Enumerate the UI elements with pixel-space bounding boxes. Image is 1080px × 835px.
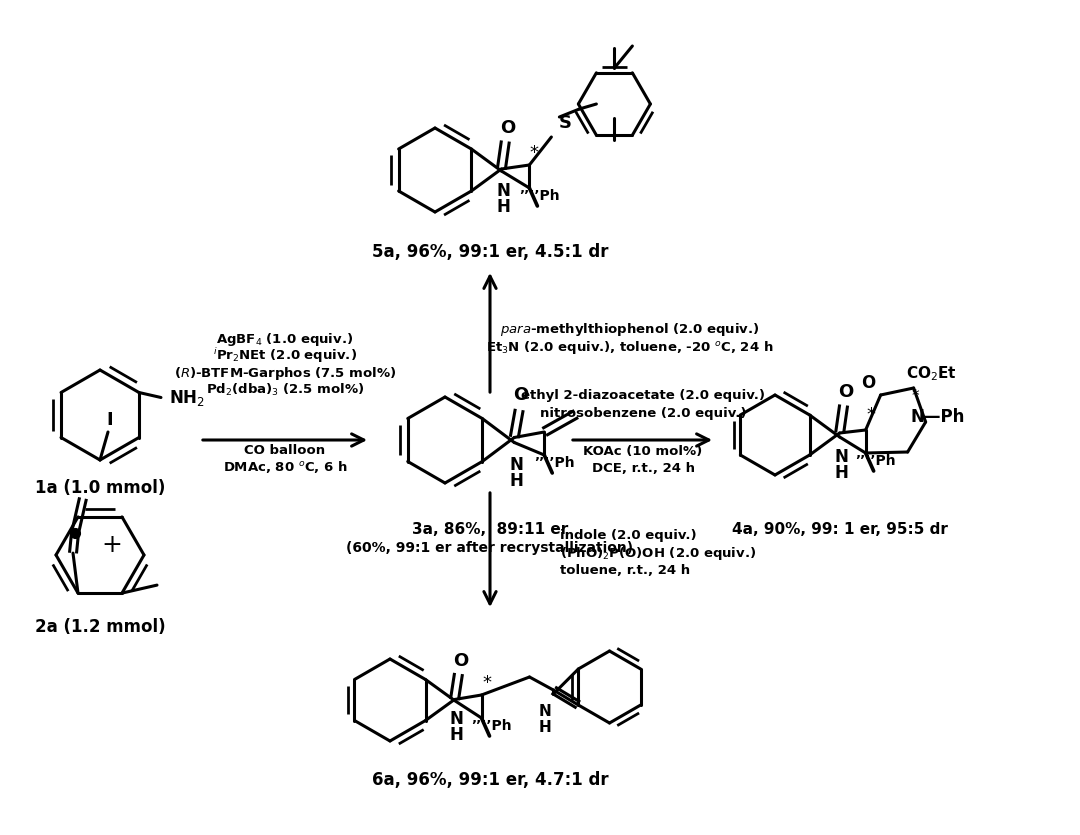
Text: NH$_2$: NH$_2$ [170, 387, 205, 407]
Text: O: O [453, 651, 468, 670]
Text: $\it{para}$-methylthiophenol (2.0 equiv.): $\it{para}$-methylthiophenol (2.0 equiv.… [500, 321, 760, 338]
Text: 2a (1.2 mmol): 2a (1.2 mmol) [35, 618, 165, 636]
Text: ’’’’Ph: ’’’’Ph [855, 454, 896, 468]
Text: H: H [835, 464, 849, 482]
Text: Pd$_2$(dba)$_3$ (2.5 mol%): Pd$_2$(dba)$_3$ (2.5 mol%) [206, 382, 364, 398]
Text: 6a, 96%, 99:1 er, 4.7:1 dr: 6a, 96%, 99:1 er, 4.7:1 dr [372, 771, 608, 789]
Text: ’’’’Ph: ’’’’Ph [534, 456, 575, 470]
Text: indole (2.0 equiv.): indole (2.0 equiv.) [561, 529, 697, 542]
Text: O: O [862, 374, 876, 392]
Text: N: N [497, 182, 511, 200]
Text: 4a, 90%, 99: 1 er, 95:5 dr: 4a, 90%, 99: 1 er, 95:5 dr [732, 523, 948, 538]
Text: 5a, 96%, 99:1 er, 4.5:1 dr: 5a, 96%, 99:1 er, 4.5:1 dr [372, 243, 608, 261]
Text: *: * [482, 674, 491, 692]
Text: ’’’’Ph: ’’’’Ph [519, 189, 559, 203]
Text: ($R$)-BTFM-Garphos (7.5 mol%): ($R$)-BTFM-Garphos (7.5 mol%) [174, 365, 396, 382]
Text: 1a (1.0 mmol): 1a (1.0 mmol) [35, 479, 165, 497]
Text: N: N [539, 705, 552, 720]
Text: CO balloon: CO balloon [244, 443, 325, 457]
Text: N—Ph: N—Ph [910, 408, 964, 426]
Text: *: * [912, 388, 919, 403]
Text: CO$_2$Et: CO$_2$Et [906, 365, 957, 383]
Text: H: H [497, 198, 511, 216]
Text: H: H [510, 472, 523, 489]
Text: N: N [835, 448, 849, 466]
Text: 3a, 86%,  89:11 er: 3a, 86%, 89:11 er [411, 523, 568, 538]
Text: H: H [539, 720, 552, 735]
Text: O: O [514, 387, 529, 404]
Text: DCE, r.t., 24 h: DCE, r.t., 24 h [592, 463, 694, 475]
Text: O: O [838, 383, 853, 401]
Text: I: I [107, 411, 113, 429]
Text: N: N [510, 456, 523, 473]
Text: O: O [500, 119, 515, 137]
Text: $^i$Pr$_2$NEt (2.0 equiv.): $^i$Pr$_2$NEt (2.0 equiv.) [213, 347, 357, 366]
Text: S: S [558, 114, 572, 132]
Text: toluene, r.t., 24 h: toluene, r.t., 24 h [561, 564, 690, 578]
Text: AgBF$_4$ (1.0 equiv.): AgBF$_4$ (1.0 equiv.) [216, 331, 353, 347]
Text: Et$_3$N (2.0 equiv.), toluene, -20 $^o$C, 24 h: Et$_3$N (2.0 equiv.), toluene, -20 $^o$C… [486, 340, 773, 357]
Text: ethyl 2-diazoacetate (2.0 equiv.): ethyl 2-diazoacetate (2.0 equiv.) [521, 388, 765, 402]
Text: (60%, 99:1 er after recrystallization): (60%, 99:1 er after recrystallization) [347, 541, 634, 555]
Text: N: N [449, 711, 463, 728]
Text: DMAc, 80 $^o$C, 6 h: DMAc, 80 $^o$C, 6 h [222, 459, 348, 475]
Text: *: * [866, 406, 875, 424]
Text: +: + [102, 533, 122, 557]
Text: KOAc (10 mol%): KOAc (10 mol%) [583, 444, 703, 458]
Text: H: H [449, 726, 463, 745]
Text: (PhO)$_2$P(O)OH (2.0 equiv.): (PhO)$_2$P(O)OH (2.0 equiv.) [561, 544, 756, 561]
Text: ’’’’Ph: ’’’’Ph [471, 719, 512, 733]
Text: *: * [530, 144, 539, 162]
Text: nitrosobenzene (2.0 equiv.): nitrosobenzene (2.0 equiv.) [540, 407, 746, 419]
